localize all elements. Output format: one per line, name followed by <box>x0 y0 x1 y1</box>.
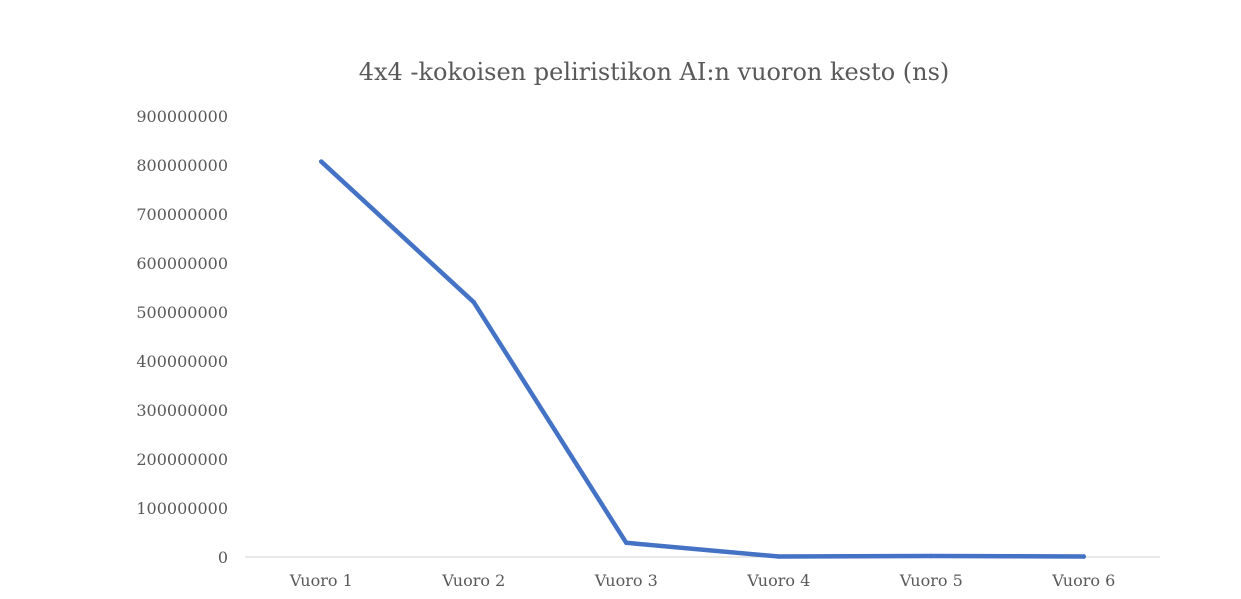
x-tick-label: Vuoro 4 <box>746 571 810 590</box>
y-tick-label: 400000000 <box>136 352 228 371</box>
x-tick-label: Vuoro 5 <box>899 571 963 590</box>
x-tick-label: Vuoro 2 <box>441 571 505 590</box>
data-point <box>776 554 781 559</box>
data-point <box>319 159 324 164</box>
series-line <box>319 159 1086 559</box>
data-point <box>1081 554 1086 559</box>
x-tick-label: Vuoro 6 <box>1051 571 1115 590</box>
y-tick-label: 700000000 <box>136 205 228 224</box>
y-tick-label: 200000000 <box>136 450 228 469</box>
y-tick-label: 900000000 <box>136 107 228 126</box>
x-tick-label: Vuoro 1 <box>289 571 353 590</box>
chart-title: 4x4 -kokoisen peliristikon AI:n vuoron k… <box>358 58 950 86</box>
y-tick-label: 100000000 <box>136 499 228 518</box>
data-point <box>624 540 629 545</box>
y-tick-label: 300000000 <box>136 401 228 420</box>
y-tick-label: 800000000 <box>136 156 228 175</box>
data-point <box>929 553 934 559</box>
y-tick-label: 0 <box>218 548 228 567</box>
x-tick-label: Vuoro 3 <box>594 571 658 590</box>
data-point <box>471 300 476 305</box>
y-tick-label: 500000000 <box>136 303 228 322</box>
y-tick-label: 600000000 <box>136 254 228 273</box>
